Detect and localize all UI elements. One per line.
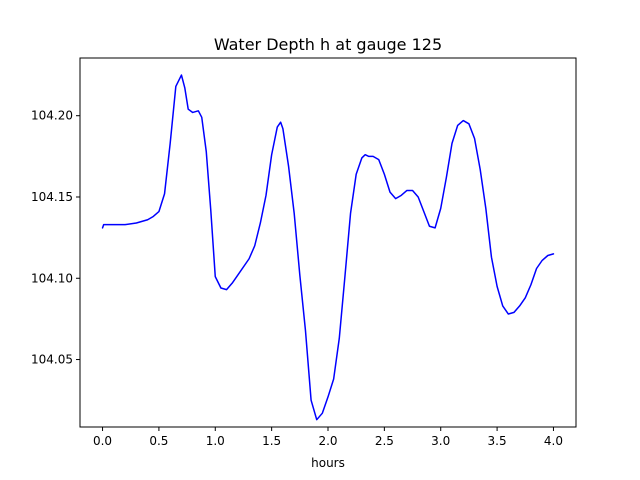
plot-area: 0.0 0.5 1.0 1.5 2.0 2.5 3.0 3.5 4.0 104.05 104.10 1… bbox=[31, 57, 577, 448]
x-tick-label: 0.5 bbox=[149, 434, 168, 448]
x-tick-label: 4.0 bbox=[544, 434, 563, 448]
x-tick-label: 0.0 bbox=[93, 434, 112, 448]
series-line-0 bbox=[101, 74, 555, 421]
x-tick-label: 1.5 bbox=[262, 434, 281, 448]
y-tick-label: 104.10 bbox=[31, 271, 73, 285]
x-tick-label: 3.0 bbox=[431, 434, 450, 448]
x-axis-label: hours bbox=[311, 456, 345, 470]
x-tick-label: 2.0 bbox=[318, 434, 337, 448]
x-tick-label: 3.5 bbox=[488, 434, 507, 448]
y-tick-label: 104.20 bbox=[31, 109, 73, 123]
x-tick-label: 2.5 bbox=[375, 434, 394, 448]
x-tick-label: 1.0 bbox=[206, 434, 225, 448]
y-tick-label: 104.15 bbox=[31, 190, 73, 204]
y-tick-label: 104.05 bbox=[31, 353, 73, 367]
chart-title: Water Depth h at gauge 125 bbox=[214, 35, 442, 54]
